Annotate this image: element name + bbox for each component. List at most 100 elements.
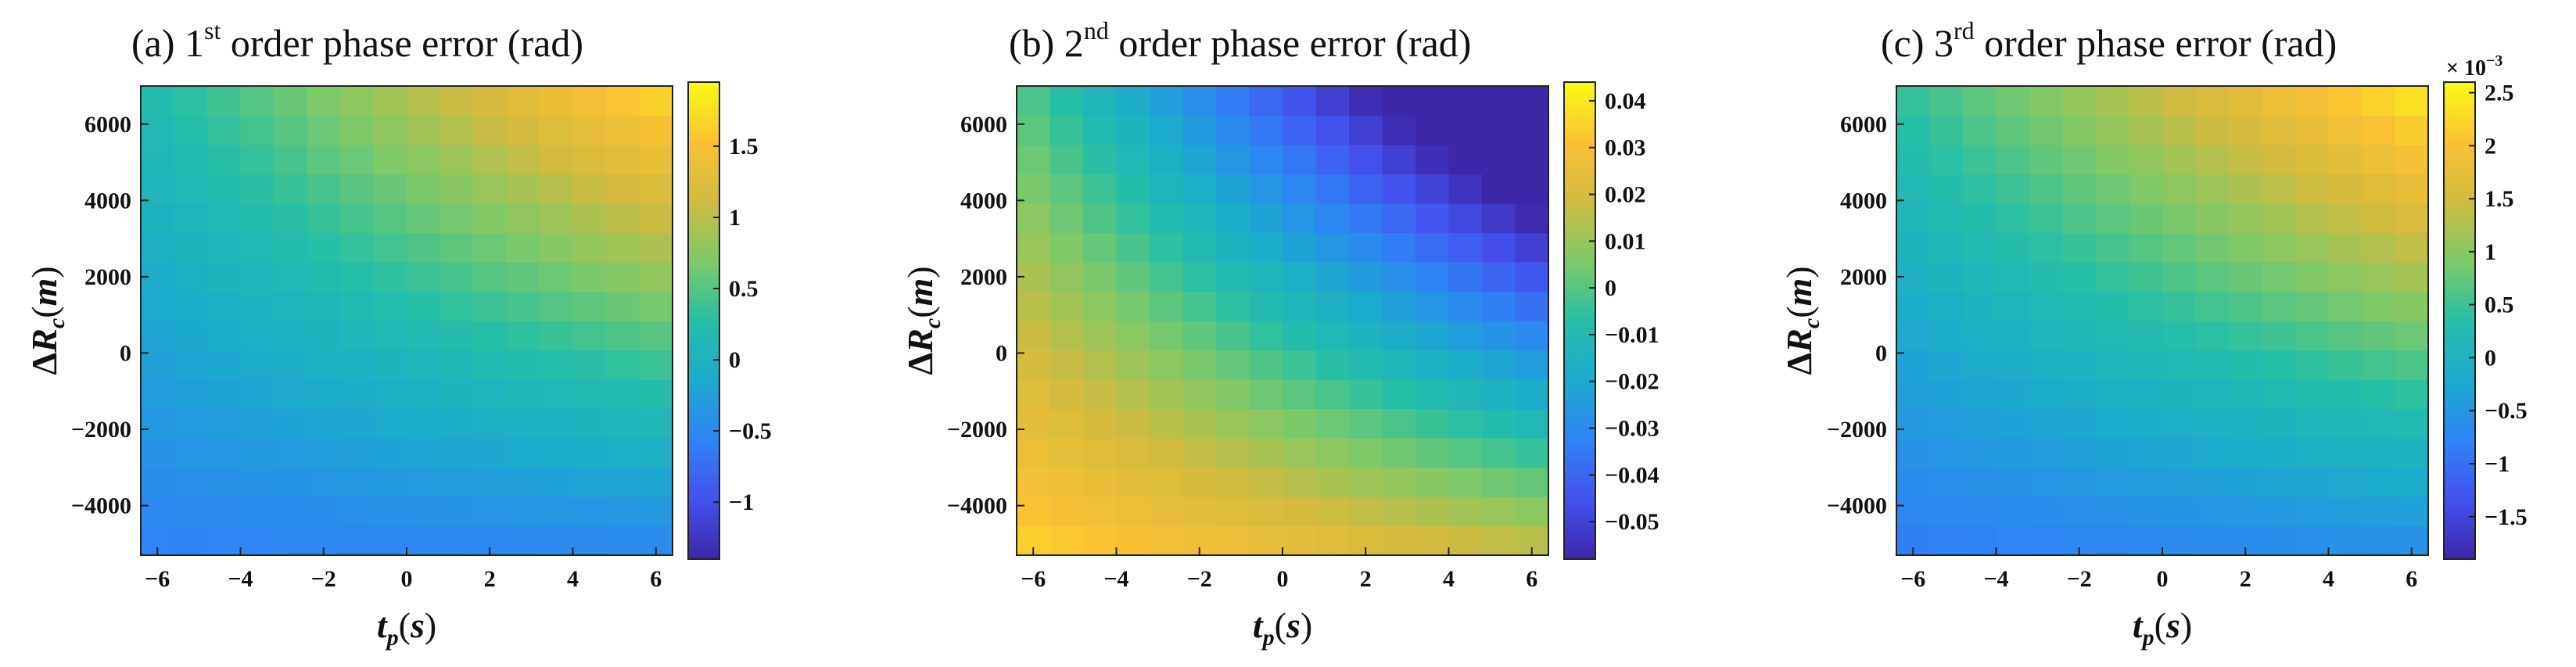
y-tick-label: 4000 (960, 188, 1007, 213)
heatmap-cell (407, 525, 441, 556)
heatmap-cell (606, 291, 640, 321)
heatmap-cell (207, 379, 242, 410)
heatmap-cell (572, 145, 607, 175)
heatmap-cell (2229, 321, 2263, 351)
heatmap-cell (2129, 525, 2163, 556)
heatmap-cell (2395, 379, 2429, 410)
heatmap-cell (439, 174, 474, 204)
heatmap-cell (373, 291, 407, 321)
heatmap-cell (1049, 467, 1084, 497)
heatmap-cell (1415, 408, 1450, 439)
heatmap-cell (2395, 321, 2429, 351)
heatmap-cell (2029, 86, 2064, 117)
y-tick-label: 0 (120, 340, 131, 366)
heatmap-cell (1116, 203, 1150, 234)
heatmap-cell (141, 145, 175, 175)
heatmap-cell (1996, 438, 2030, 468)
heatmap-cell (1116, 145, 1150, 175)
heatmap-cell (1017, 438, 1051, 468)
heatmap-cell (1996, 232, 2030, 263)
x-tick-label: 2 (484, 566, 496, 592)
heatmap-cell (2162, 262, 2197, 292)
heatmap-cell (1896, 145, 1931, 175)
heatmap-cell (1216, 145, 1250, 175)
heatmap-cell (506, 379, 540, 410)
heatmap-cell (1382, 115, 1416, 145)
heatmap-cell (2162, 321, 2197, 351)
heatmap-cell (1182, 262, 1217, 292)
heatmap-cell (1315, 379, 1350, 410)
heatmap-cell (439, 467, 474, 497)
heatmap-cell (2129, 262, 2163, 292)
heatmap-cell (2162, 145, 2197, 175)
heatmap-cell (1150, 497, 1184, 527)
heatmap-cell (473, 115, 508, 145)
heatmap-cell (240, 86, 274, 117)
heatmap-cell (1249, 86, 1283, 117)
heatmap-cell (1283, 232, 1317, 263)
heatmap-cell (1415, 438, 1450, 468)
heatmap-cell (2328, 115, 2363, 145)
heatmap-cell (2029, 408, 2064, 439)
heatmap-cell (1150, 379, 1184, 410)
heatmap-cell (473, 262, 508, 292)
heatmap-cell (439, 350, 474, 380)
heatmap-cell (1017, 232, 1051, 263)
x-tick-label: 6 (2406, 566, 2417, 592)
heatmap-cell (2162, 438, 2197, 468)
heatmap-cell (439, 497, 474, 527)
heatmap-cell (2096, 262, 2130, 292)
heatmap-cell (1349, 291, 1383, 321)
heatmap-cell (340, 232, 375, 263)
heatmap-cell (540, 497, 574, 527)
colorbar-tick-label: 1.5 (729, 134, 759, 160)
heatmap-cell (1150, 438, 1184, 468)
colorbar-a (687, 81, 720, 560)
heatmap-cell (274, 379, 308, 410)
heatmap-cell (540, 379, 574, 410)
heatmap-cell (141, 291, 175, 321)
heatmap-cell (1017, 467, 1051, 497)
heatmap-cell (174, 115, 208, 145)
heatmap-cell (1515, 497, 1549, 527)
heatmap-cell (506, 86, 540, 117)
y-tick-label: −2000 (71, 417, 131, 443)
heatmap-cell (373, 438, 407, 468)
heatmap-cell (2129, 86, 2163, 117)
heatmap-cell (2029, 438, 2064, 468)
heatmap-cell (572, 408, 607, 439)
heatmap-cell (2096, 497, 2130, 527)
title-sup-b: nd (1084, 16, 1109, 45)
colorbar-tick-label: −0.04 (1605, 462, 1659, 488)
heatmap-cell (2295, 291, 2330, 321)
heatmap-cell (572, 115, 607, 145)
heatmap-cell (2295, 408, 2330, 439)
heatmap-cell (439, 203, 474, 234)
heatmap-cell (2195, 350, 2230, 380)
heatmap-cell (274, 525, 308, 556)
heatmap-cell (1182, 232, 1217, 263)
heatmap-cell (1448, 115, 1483, 145)
heatmap-cell (1116, 497, 1150, 527)
heatmap-cell (639, 145, 673, 175)
heatmap-cell (2362, 174, 2396, 204)
heatmap-cell (207, 525, 242, 556)
heatmap-cell (1017, 203, 1051, 234)
heatmap-cell (274, 408, 308, 439)
heatmap-cell (340, 174, 375, 204)
heatmap-cell (439, 408, 474, 439)
heatmap-cell (2262, 291, 2296, 321)
heatmap-cell (2328, 408, 2363, 439)
heatmap-cell (2395, 438, 2429, 468)
heatmap-cell (639, 232, 673, 263)
heatmap-cell (506, 408, 540, 439)
heatmap-cell (373, 350, 407, 380)
heatmap-cell (407, 203, 441, 234)
heatmap-cell (174, 321, 208, 351)
heatmap-cell (2096, 291, 2130, 321)
heatmap-cell (1150, 291, 1184, 321)
heatmap-cell (439, 321, 474, 351)
heatmap-cell (1283, 497, 1317, 527)
heatmap-cell (1929, 321, 1964, 351)
heatmap-cell (1996, 262, 2030, 292)
